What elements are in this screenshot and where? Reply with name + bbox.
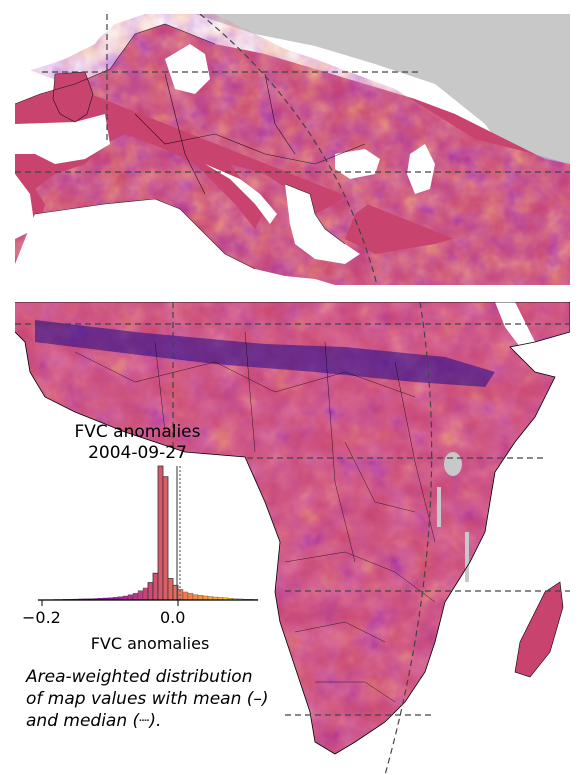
europe-map-panel — [15, 14, 570, 285]
histogram-bars — [37, 465, 259, 601]
histogram-bar — [197, 595, 204, 601]
europe-map — [15, 14, 570, 285]
histogram-bar — [127, 594, 134, 601]
histogram-bar — [132, 593, 139, 601]
histogram-bar — [162, 476, 169, 601]
x-tick-label: −0.2 — [22, 608, 61, 627]
x-tick-label: 0.0 — [160, 608, 186, 627]
histogram-bar — [167, 578, 174, 601]
histogram-bar — [147, 582, 154, 601]
caption-line3: and median (┈). — [26, 711, 162, 731]
histogram-bar — [122, 595, 129, 601]
histogram-title-line1: FVC anomalies — [74, 422, 201, 442]
caption-line1: Area-weighted distribution — [26, 667, 253, 687]
histogram-bar — [137, 590, 144, 601]
histogram-bar — [152, 572, 159, 601]
histogram-bar — [192, 594, 199, 601]
histogram-chart — [37, 465, 259, 606]
histogram-bar — [142, 587, 149, 601]
histogram-bar — [182, 591, 189, 601]
histogram-bar — [187, 593, 194, 601]
histogram-bar — [202, 595, 209, 601]
africa-map — [15, 302, 570, 775]
histogram-x-label: FVC anomalies — [90, 634, 210, 653]
caption: Area-weighted distribution of map values… — [26, 666, 269, 732]
histogram-title: FVC anomalies 2004-09-27 — [40, 422, 235, 464]
caption-line2: of map values with mean (–) — [26, 689, 269, 709]
histogram-bar — [157, 465, 164, 601]
histogram-title-line2: 2004-09-27 — [88, 443, 187, 463]
africa-map-panel — [15, 302, 570, 775]
